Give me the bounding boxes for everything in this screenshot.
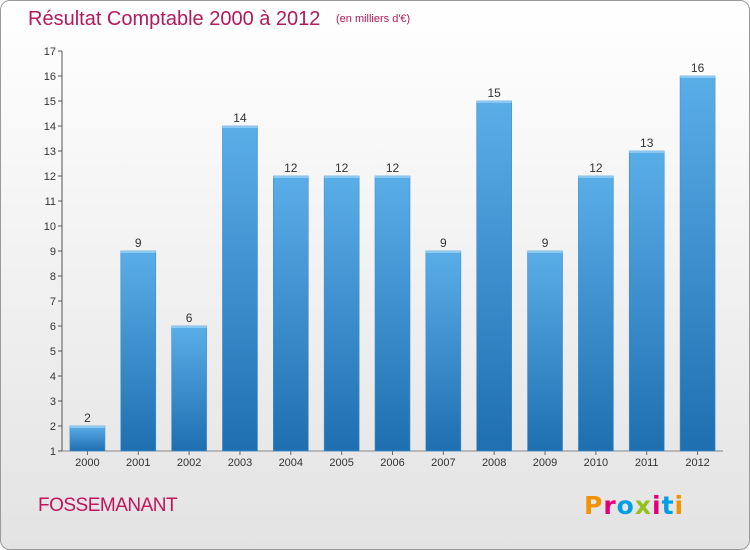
x-tick-label-2007: 2007	[431, 457, 455, 469]
y-tick-label: 7	[50, 296, 56, 308]
data-label-2000: 2	[84, 411, 91, 425]
chart-title-text: Résultat Comptable 2000 à 2012	[28, 8, 321, 30]
data-label-2003: 14	[233, 111, 247, 125]
x-tick-label-2002: 2002	[177, 457, 201, 469]
y-tick-label: 12	[44, 171, 56, 183]
proxiti-logo[interactable]: Proxiti	[584, 491, 684, 520]
bar-2008[interactable]	[476, 100, 512, 452]
logo-letter: o	[616, 491, 635, 520]
data-label-2006: 12	[386, 161, 400, 175]
bar-top-highlight	[578, 176, 614, 178]
bar-2006[interactable]	[374, 175, 411, 452]
y-tick-label: 9	[50, 246, 56, 258]
bar-2011[interactable]	[628, 150, 665, 452]
bar-2005[interactable]	[323, 175, 360, 452]
bar-top-highlight	[527, 251, 563, 253]
data-label-2002: 6	[186, 311, 193, 325]
y-tick-label: 8	[50, 271, 56, 283]
y-tick-label: 4	[50, 371, 56, 383]
logo-letter: i	[674, 491, 685, 520]
data-label-2007: 9	[440, 236, 447, 250]
x-tick-label-2011: 2011	[635, 457, 659, 469]
chart-title: Résultat Comptable 2000 à 2012 (en milli…	[28, 8, 410, 31]
data-label-2009: 9	[542, 236, 549, 250]
y-tick-label: 3	[50, 396, 56, 408]
bar-top-highlight	[222, 126, 258, 128]
bar-top-highlight	[476, 101, 512, 103]
x-tick-label-2003: 2003	[228, 457, 252, 469]
bar-top-highlight	[120, 251, 156, 253]
logo-letter: x	[634, 491, 652, 520]
y-tick-label: 5	[50, 346, 56, 358]
x-tick-label-2009: 2009	[533, 457, 557, 469]
data-label-2011: 13	[640, 136, 654, 150]
x-tick-label-2006: 2006	[380, 457, 404, 469]
data-label-2005: 12	[335, 161, 349, 175]
chart-bars	[69, 75, 716, 452]
x-tick-label-2005: 2005	[329, 457, 353, 469]
bar-top-highlight	[629, 151, 665, 153]
x-tick-label-2012: 2012	[685, 457, 709, 469]
bar-2010[interactable]	[578, 175, 614, 452]
y-tick-label: 1	[50, 446, 56, 458]
y-tick-label: 10	[44, 221, 56, 233]
bar-2003[interactable]	[222, 125, 258, 452]
x-tick-label-2001: 2001	[126, 457, 150, 469]
bar-top-highlight	[171, 326, 207, 328]
y-tick-label: 15	[44, 96, 56, 108]
bar-2002[interactable]	[171, 325, 207, 452]
data-label-2010: 12	[589, 161, 603, 175]
bar-2012[interactable]	[679, 75, 716, 452]
x-tick-label-2010: 2010	[584, 457, 608, 469]
bar-top-highlight	[680, 76, 716, 78]
y-tick-label: 16	[44, 71, 56, 83]
x-tick-label-2008: 2008	[482, 457, 506, 469]
chart-subtitle: (en milliers d'€)	[335, 13, 411, 25]
y-tick-label: 14	[44, 121, 56, 133]
data-label-2008: 15	[488, 86, 502, 100]
data-label-2012: 16	[691, 61, 705, 75]
y-tick-label: 13	[44, 146, 56, 158]
x-tick-label-2004: 2004	[279, 457, 303, 469]
commune-name: FOSSEMANANT	[38, 495, 178, 516]
y-tick-label: 2	[50, 421, 56, 433]
x-tick-label-2000: 2000	[75, 457, 99, 469]
logo-letter: r	[603, 491, 617, 520]
bar-2001[interactable]	[120, 250, 157, 452]
bar-2009[interactable]	[527, 250, 563, 452]
bar-top-highlight	[69, 426, 105, 428]
logo-letter: i	[652, 491, 662, 520]
chart-data-labels: 2 9 6 14 12 12 12 9 15 9 12 13 16	[84, 61, 704, 425]
y-tick-label: 11	[45, 196, 56, 208]
bar-top-highlight	[425, 251, 461, 253]
y-tick-label: 17	[44, 46, 56, 58]
y-tick-label: 6	[50, 321, 56, 333]
logo-letter: P	[584, 491, 604, 520]
data-label-2001: 9	[135, 236, 142, 250]
bar-top-highlight	[324, 176, 360, 178]
bar-2007[interactable]	[425, 250, 462, 452]
bar-top-highlight	[375, 176, 410, 178]
bar-top-highlight	[273, 176, 309, 178]
data-label-2004: 12	[284, 161, 298, 175]
logo-letter: t	[661, 491, 675, 520]
bar-2004[interactable]	[273, 175, 309, 452]
bar-2000[interactable]	[69, 425, 106, 452]
